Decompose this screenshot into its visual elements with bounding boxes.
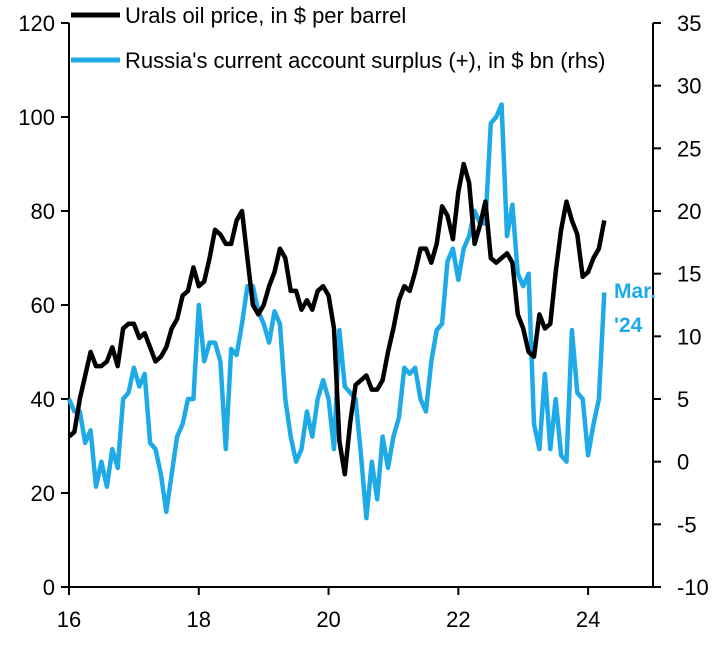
left-axis-tick-label: 80 bbox=[31, 199, 55, 224]
right-axis-tick-label: 15 bbox=[677, 262, 701, 287]
left-axis-tick-label: 120 bbox=[18, 11, 55, 36]
x-axis-tick-label: 16 bbox=[57, 607, 81, 632]
axes: 0 20 40 60 80 100 120 -10 -5 0 5 10 15 20 25 30 35 16 18 20… bbox=[18, 11, 709, 632]
annotation-mar-24: Mar. '24 bbox=[614, 280, 656, 337]
series-line-urals-oil-price bbox=[67, 161, 607, 477]
legend-label-oil: Urals oil price, in $ per barrel bbox=[125, 3, 406, 28]
right-axis-tick-label: 20 bbox=[677, 199, 701, 224]
legend-label-current-account: Russia's current account surplus (+), in… bbox=[125, 48, 605, 73]
right-axis-tick-label: -10 bbox=[677, 575, 709, 600]
right-axis-tick-label: 0 bbox=[677, 450, 689, 475]
legend: Urals oil price, in $ per barrel Russia'… bbox=[71, 3, 605, 73]
x-axis-tick-label: 18 bbox=[187, 607, 211, 632]
left-axis-tick-label: 20 bbox=[31, 481, 55, 506]
right-axis-tick-label: 35 bbox=[677, 11, 701, 36]
annotation-line-1: Mar. bbox=[614, 280, 656, 303]
series-line-current-account bbox=[66, 102, 607, 521]
right-axis-tick-label: 10 bbox=[677, 324, 701, 349]
series-layer bbox=[66, 102, 607, 521]
x-axis-tick-label: 20 bbox=[316, 607, 340, 632]
left-axis-tick-label: 60 bbox=[31, 293, 55, 318]
right-axis-tick-label: -5 bbox=[677, 512, 697, 537]
right-axis-tick-label: 25 bbox=[677, 136, 701, 161]
left-axis-tick-label: 100 bbox=[18, 105, 55, 130]
right-axis-tick-label: 30 bbox=[677, 74, 701, 99]
left-axis-tick-label: 0 bbox=[43, 575, 55, 600]
left-axis-tick-label: 40 bbox=[31, 387, 55, 412]
annotation-line-2: '24 bbox=[614, 314, 643, 337]
x-axis-tick-label: 22 bbox=[446, 607, 470, 632]
right-axis-tick-label: 5 bbox=[677, 387, 689, 412]
x-axis-tick-label: 24 bbox=[576, 607, 600, 632]
